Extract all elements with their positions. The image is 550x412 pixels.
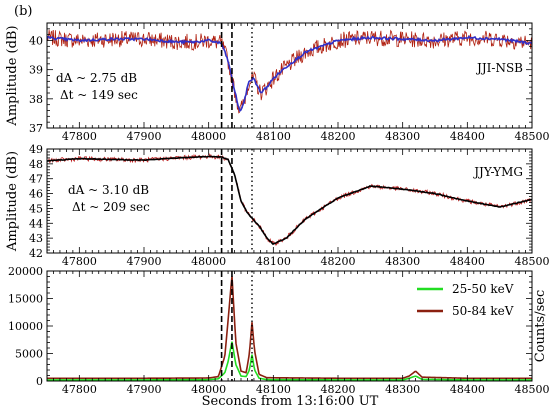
plot-area (47, 29, 532, 114)
station-label: JJY-YMG (472, 165, 523, 179)
panel-jjy-ymg: 47800 47900 48000 48100 48200 48300 48400 48500… (5, 143, 550, 268)
annotation-2: Δt ~ 149 sec (60, 88, 138, 102)
x-axis-label: Seconds from 13:16:00 UT (202, 394, 379, 409)
x-tick-label: 48200 (321, 255, 356, 268)
y-tick-label: 48 (29, 158, 43, 171)
annotation-2: Δt ~ 209 sec (72, 200, 150, 214)
x-tick-label: 47800 (62, 255, 97, 268)
y-tick-label: 43 (29, 232, 43, 245)
plot-area (47, 152, 532, 246)
x-tick-label: 48400 (450, 255, 485, 268)
x-tick-label: 48400 (450, 130, 485, 143)
panel-jji-nsb: 47800 47900 48000 48100 48200 48300 48400 48500… (5, 22, 550, 143)
plot-frame (46, 148, 533, 254)
series-50-84-kev (47, 276, 532, 380)
legend: 25-50 keV 50-84 keV (417, 282, 514, 318)
x-tick-label: 48500 (515, 383, 550, 396)
x-tick-label: 48200 (321, 383, 356, 396)
y-tick-label: 37 (29, 122, 43, 135)
y-tick-label: 5000 (15, 348, 43, 361)
y-axis-label: Amplitude (dB) (5, 25, 20, 126)
x-tick-label: 48100 (256, 255, 291, 268)
series-smoothed-1 (47, 155, 532, 246)
y-tick-label: 46 (29, 188, 43, 201)
x-tick-label: 47800 (62, 130, 97, 143)
y-tick-label: 44 (29, 217, 43, 230)
legend-label: 50-84 keV (452, 304, 514, 318)
x-tick-label: 48300 (385, 383, 420, 396)
series-raw-0 (47, 29, 532, 114)
x-tick-label: 48000 (191, 255, 226, 268)
x-tick-label: 47800 (62, 383, 97, 396)
legend-label: 25-50 keV (452, 282, 514, 296)
x-tick-label: 48200 (321, 130, 356, 143)
x-tick-label: 48500 (515, 255, 550, 268)
station-label: JJI-NSB (475, 61, 523, 75)
y-tick-label: 42 (29, 247, 43, 260)
annotation-1: dA ~ 3.10 dB (68, 183, 149, 197)
x-tick-label: 47900 (127, 383, 162, 396)
x-tick-label: 47900 (127, 130, 162, 143)
plot-area (47, 276, 532, 381)
x-tick-label: 48500 (515, 130, 550, 143)
series-25-50-kev (47, 341, 532, 381)
y-tick-label: 0 (36, 375, 43, 388)
y-tick-label: 40 (29, 35, 43, 48)
x-tick-label: 48400 (450, 383, 485, 396)
x-tick-label: 48300 (385, 255, 420, 268)
series-smoothed-0 (47, 35, 532, 113)
y-tick-label: 15000 (8, 293, 43, 306)
x-tick-label: 48100 (256, 383, 291, 396)
annotation-1: dA ~ 2.75 dB (56, 71, 137, 85)
y-tick-label: 10000 (8, 320, 43, 333)
y-tick-label: 45 (29, 202, 43, 215)
y-tick-label: 38 (29, 93, 43, 106)
x-tick-label: 48300 (385, 130, 420, 143)
y-axis-label: Amplitude (dB) (5, 151, 20, 252)
y-tick-label: 39 (29, 64, 43, 77)
y-tick-label: 47 (29, 173, 43, 186)
x-tick-label: 48000 (191, 383, 226, 396)
panel-particle-counts: 47800 47900 48000 48100 48200 48300 48400 48500… (8, 265, 550, 396)
x-tick-label: 48100 (256, 130, 291, 143)
panel-label: (b) (14, 4, 32, 19)
y-tick-label: 49 (29, 143, 43, 156)
y-axis-label: Counts/sec (533, 290, 548, 362)
y-tick-label: 20000 (8, 265, 43, 278)
x-tick-label: 47900 (127, 255, 162, 268)
x-tick-label: 48000 (191, 130, 226, 143)
